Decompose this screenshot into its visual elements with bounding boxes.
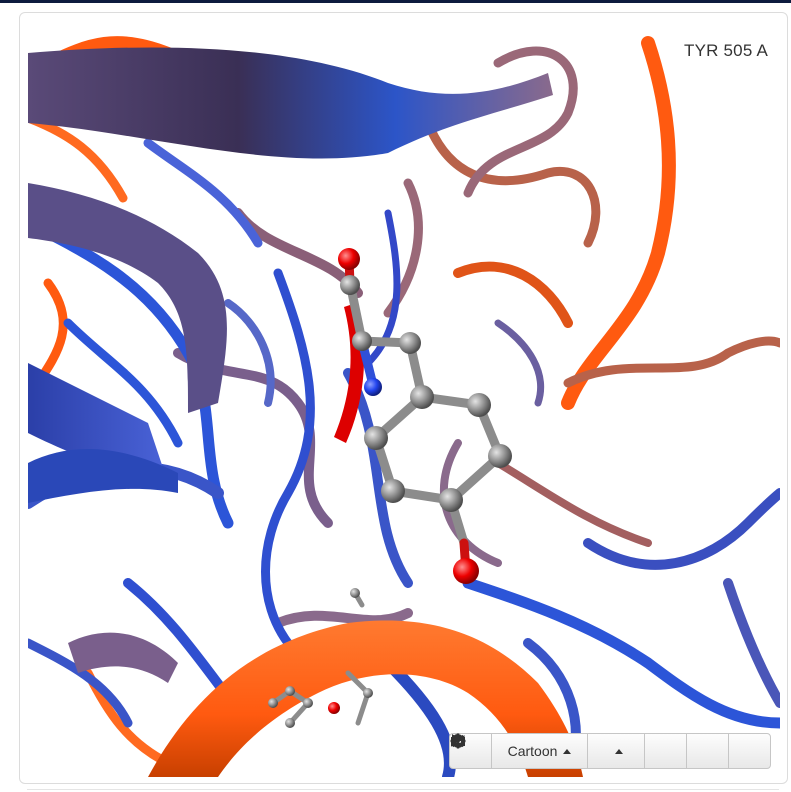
carbon-atom bbox=[364, 426, 388, 450]
molecule-canvas[interactable] bbox=[28, 23, 780, 777]
carbon-atom bbox=[410, 385, 434, 409]
snapshot-dropdown[interactable] bbox=[451, 733, 645, 769]
tyrosine-sidechain[interactable] bbox=[338, 248, 512, 584]
carbon-atom bbox=[467, 393, 491, 417]
structure-panel: TYR 505 A bbox=[19, 12, 788, 784]
carbon-atom bbox=[399, 332, 421, 354]
eject-button[interactable] bbox=[451, 733, 729, 769]
neighbor-residues bbox=[268, 588, 373, 728]
play-button[interactable] bbox=[452, 733, 687, 769]
molecule-viewer[interactable]: TYR 505 A bbox=[28, 23, 780, 777]
caret-up-icon bbox=[563, 748, 572, 754]
carbon-atom bbox=[439, 488, 463, 512]
carbon-atom bbox=[381, 479, 405, 503]
carbon-atom bbox=[352, 331, 372, 351]
residue-label: TYR 505 A bbox=[683, 41, 768, 60]
representation-dropdown[interactable]: Cartoon bbox=[491, 733, 588, 769]
secondary-structure-bands bbox=[28, 47, 583, 777]
oxygen-atom bbox=[453, 558, 479, 584]
reset-view-button[interactable] bbox=[451, 733, 771, 769]
representation-label: Cartoon bbox=[507, 743, 558, 759]
viewer-toolbar: Cartoon bbox=[449, 733, 771, 769]
carbon-atom bbox=[340, 275, 360, 295]
caret-up-icon bbox=[615, 748, 623, 754]
oxygen-atom bbox=[338, 248, 360, 270]
divider bbox=[27, 789, 779, 790]
refresh-icon bbox=[451, 734, 465, 748]
top-bar bbox=[0, 0, 791, 3]
carbon-atom bbox=[488, 444, 512, 468]
nitrogen-atom bbox=[364, 378, 382, 396]
